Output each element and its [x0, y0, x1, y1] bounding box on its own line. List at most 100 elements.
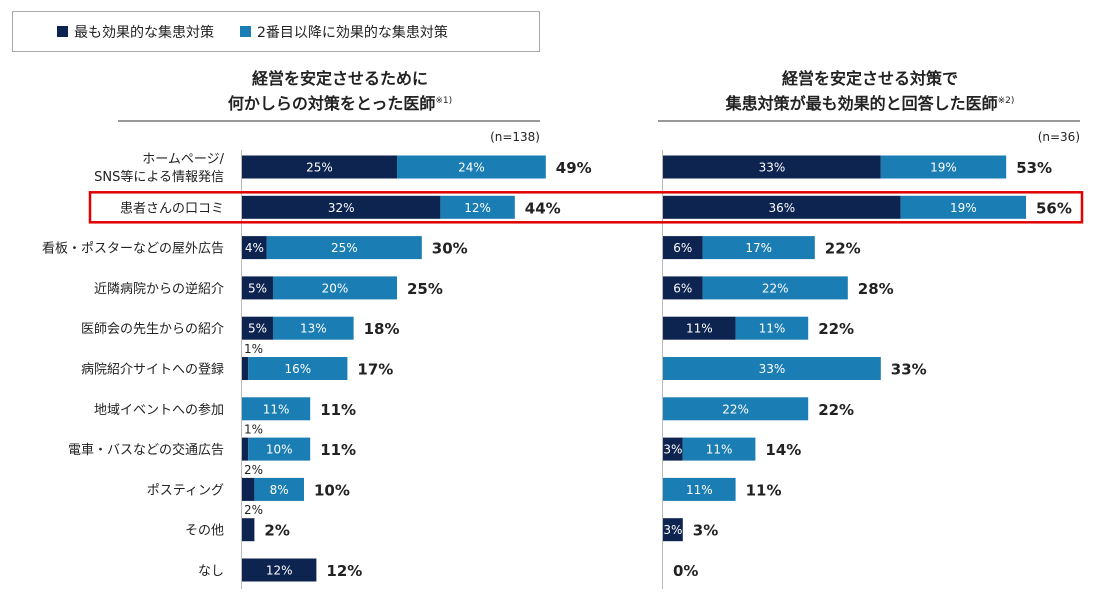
left-panel-title: 経営を安定させるために 何かしらの対策をとった医師※1)	[140, 68, 540, 115]
left-bar-series2	[248, 437, 311, 461]
right-bar-series2	[663, 397, 809, 421]
left-total-label: 12%	[326, 562, 362, 580]
category-label: なし	[198, 564, 224, 579]
right-total-label: 0%	[673, 562, 698, 580]
left-total-label: 17%	[357, 361, 393, 379]
legend-swatch-series1	[57, 26, 68, 37]
category-label: 看板・ポスターなどの屋外広告	[42, 241, 224, 257]
right-bar-series2	[702, 236, 815, 260]
left-data-label-series2: 16%	[284, 362, 311, 376]
left-total-label: 10%	[314, 481, 350, 499]
left-total-label: 11%	[320, 441, 356, 459]
right-data-label-series1: 6%	[673, 241, 692, 255]
left-data-label-series1-above: 1%	[244, 423, 263, 437]
right-bar-series2	[900, 195, 1026, 219]
left-total-label: 11%	[320, 401, 356, 419]
left-bar-series2	[248, 357, 348, 380]
right-title-line1: 経営を安定させる対策で	[781, 69, 958, 88]
left-title-line1: 経営を安定させるために	[251, 69, 428, 88]
right-total-label: 22%	[825, 240, 861, 258]
right-total-label: 28%	[858, 280, 894, 298]
legend-item-series1: 最も効果的な集患対策	[57, 22, 214, 42]
category-label: 地域イベントへの参加	[94, 402, 224, 418]
left-bar-series1	[242, 276, 273, 300]
left-n-label: (n=138)	[490, 130, 540, 144]
left-bar-series2	[397, 155, 546, 179]
right-total-label: 3%	[693, 522, 718, 540]
legend-item-series2: 2番目以降に効果的な集患対策	[240, 22, 448, 42]
category-label: 近隣病院からの逆紹介	[94, 281, 224, 297]
right-bar-series2	[880, 155, 1007, 179]
left-title-line2: 何かしらの対策をとった医師	[227, 94, 436, 113]
right-bar-series1	[663, 195, 901, 219]
right-data-label-series2: 22%	[722, 402, 749, 416]
left-bar-series1	[242, 155, 397, 179]
left-data-label-series2: 12%	[464, 201, 491, 215]
left-total-label: 30%	[432, 240, 468, 258]
right-bar-series2	[682, 437, 756, 461]
right-bar-series1	[663, 276, 703, 300]
category-label: 医師会の先生からの紹介	[81, 322, 224, 337]
right-total-label: 53%	[1016, 159, 1052, 177]
right-bar-series1	[663, 155, 881, 179]
left-data-label-series1: 5%	[248, 322, 267, 336]
right-data-label-series1: 6%	[673, 281, 692, 295]
left-total-label: 18%	[364, 320, 400, 338]
category-label: ポスティング	[147, 483, 224, 498]
right-bar-series2	[663, 357, 881, 380]
left-bar-series2	[273, 316, 354, 340]
right-data-label-series2: 11%	[759, 322, 786, 336]
left-bar-series2	[242, 397, 311, 421]
left-data-label-series1: 12%	[266, 564, 293, 578]
right-data-label-series1: 33%	[759, 161, 786, 175]
right-panel-title: 経営を安定させる対策で 集患対策が最も効果的と回答した医師※2)	[660, 68, 1080, 115]
right-total-label: 33%	[891, 361, 927, 379]
left-bar-series1	[242, 195, 441, 219]
left-total-label: 44%	[525, 199, 561, 217]
left-data-label-series1: 5%	[248, 281, 267, 295]
right-data-label-series2: 19%	[950, 201, 977, 215]
left-data-label-series2: 13%	[300, 322, 327, 336]
right-total-label: 22%	[818, 401, 854, 419]
right-title-line2: 集患対策が最も効果的と回答した医師	[725, 94, 998, 113]
right-bar-series2	[663, 477, 736, 501]
category-label: その他	[185, 524, 224, 539]
legend-label-series2: 2番目以降に効果的な集患対策	[257, 24, 448, 41]
left-data-label-series2: 8%	[270, 483, 289, 497]
right-data-label-series1: 36%	[768, 201, 795, 215]
right-data-label-series2: 11%	[686, 483, 713, 497]
legend-label-series1: 最も効果的な集患対策	[74, 24, 214, 41]
right-data-label-series1: 3%	[663, 523, 682, 537]
right-n-label: (n=36)	[1038, 130, 1080, 144]
left-data-label-series1: 4%	[245, 241, 264, 255]
legend: 最も効果的な集患対策 2番目以降に効果的な集患対策	[12, 11, 540, 52]
left-data-label-series1-above: 2%	[244, 463, 263, 477]
left-bar-series1	[242, 316, 273, 340]
left-data-label-series2: 10%	[266, 443, 293, 457]
left-bar-series1	[242, 558, 317, 582]
category-label: 病院紹介サイトへの登録	[81, 363, 224, 378]
left-bar-series1	[242, 437, 249, 461]
right-title-note: ※2)	[997, 96, 1015, 106]
legend-swatch-series2	[240, 26, 251, 37]
right-data-label-series1: 3%	[663, 443, 682, 457]
left-total-label: 49%	[556, 159, 592, 177]
right-bar-series1	[663, 236, 703, 260]
left-data-label-series2: 11%	[263, 402, 290, 416]
right-data-label-series2: 19%	[930, 161, 957, 175]
category-label: 患者さんの口コミ	[120, 201, 224, 216]
right-data-label-series2: 11%	[706, 443, 733, 457]
right-bar-series1	[663, 316, 736, 340]
left-data-label-series1-above: 1%	[244, 342, 263, 356]
right-total-label: 22%	[818, 320, 854, 338]
right-total-label: 56%	[1036, 199, 1072, 217]
right-bar-series1	[663, 518, 683, 542]
right-bar-series1	[663, 437, 683, 461]
category-label: 電車・バスなどの交通広告	[68, 442, 224, 458]
left-data-label-series2: 25%	[331, 241, 358, 255]
left-data-label-series1: 25%	[306, 161, 333, 175]
category-label-line1: ホームページ/	[142, 152, 224, 167]
left-bar-series2	[266, 236, 422, 260]
right-data-label-series2: 17%	[745, 241, 772, 255]
